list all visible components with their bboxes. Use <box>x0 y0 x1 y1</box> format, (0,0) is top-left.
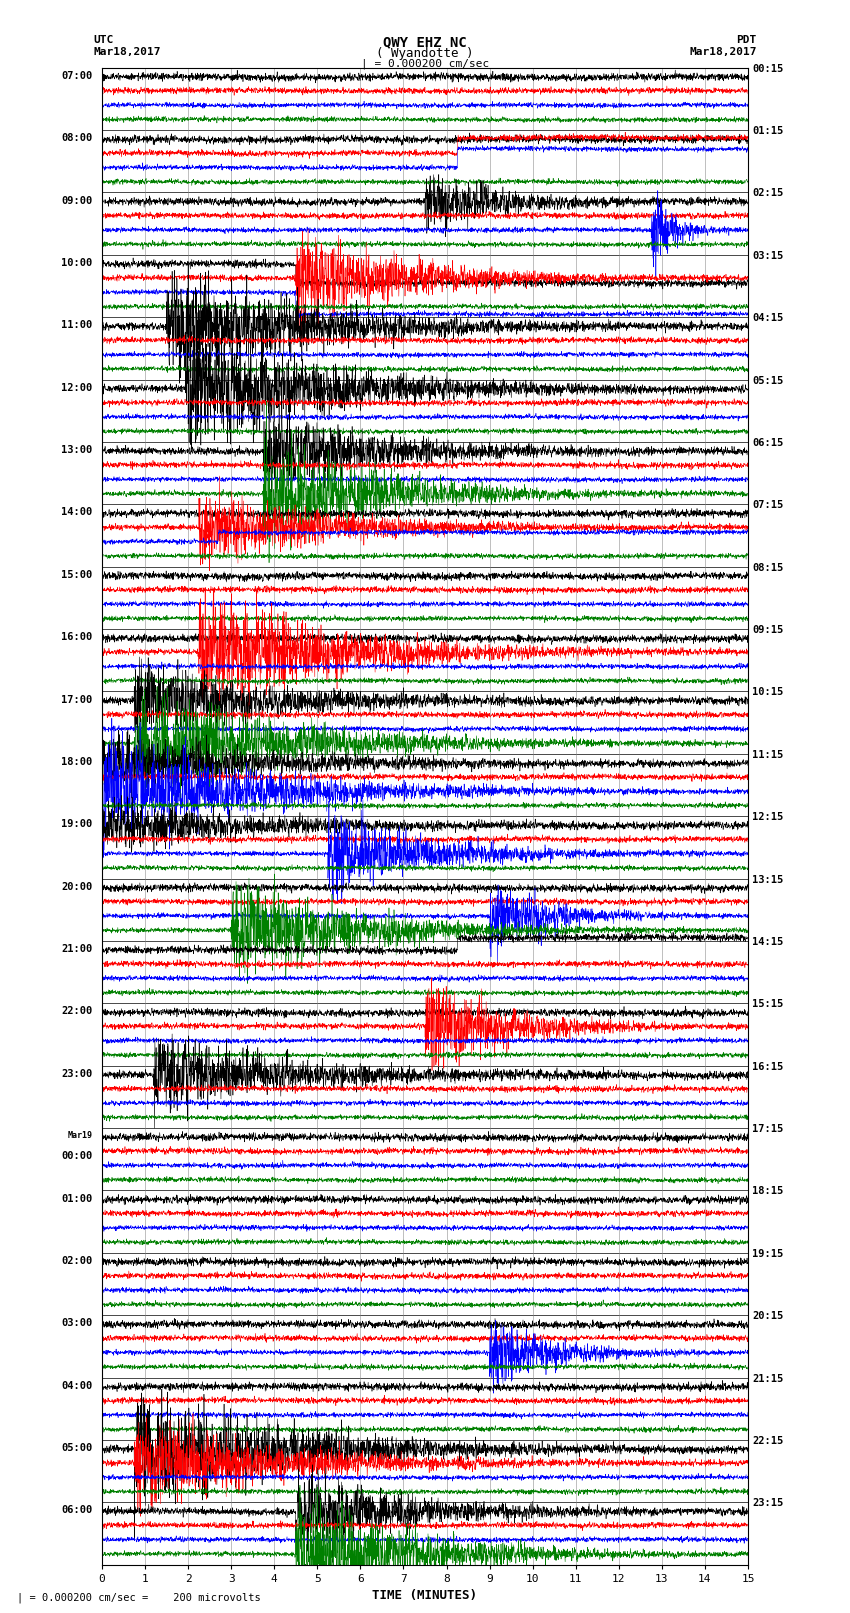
Text: QWY EHZ NC: QWY EHZ NC <box>383 35 467 50</box>
Text: 05:00: 05:00 <box>61 1444 93 1453</box>
Text: 14:00: 14:00 <box>61 508 93 518</box>
Text: UTC: UTC <box>94 35 114 45</box>
Text: PDT: PDT <box>736 35 756 45</box>
Text: 19:00: 19:00 <box>61 819 93 829</box>
Text: 17:00: 17:00 <box>61 695 93 705</box>
Text: 09:00: 09:00 <box>61 195 93 205</box>
Text: 22:00: 22:00 <box>61 1007 93 1016</box>
X-axis label: TIME (MINUTES): TIME (MINUTES) <box>372 1589 478 1602</box>
Text: 16:00: 16:00 <box>61 632 93 642</box>
Text: 00:00: 00:00 <box>61 1152 93 1161</box>
Text: 18:00: 18:00 <box>61 756 93 766</box>
Text: 12:00: 12:00 <box>61 382 93 392</box>
Text: 11:00: 11:00 <box>61 321 93 331</box>
Text: 15:00: 15:00 <box>61 569 93 579</box>
Text: 07:00: 07:00 <box>61 71 93 81</box>
Text: 10:00: 10:00 <box>61 258 93 268</box>
Text: 04:00: 04:00 <box>61 1381 93 1390</box>
Text: Mar18,2017: Mar18,2017 <box>689 47 756 56</box>
Text: | = 0.000200 cm/sec: | = 0.000200 cm/sec <box>361 58 489 69</box>
Text: 03:00: 03:00 <box>61 1318 93 1327</box>
Text: 06:00: 06:00 <box>61 1505 93 1515</box>
Text: 01:00: 01:00 <box>61 1194 93 1203</box>
Text: Mar18,2017: Mar18,2017 <box>94 47 161 56</box>
Text: 08:00: 08:00 <box>61 134 93 144</box>
Text: 20:00: 20:00 <box>61 882 93 892</box>
Text: 13:00: 13:00 <box>61 445 93 455</box>
Text: 23:00: 23:00 <box>61 1069 93 1079</box>
Text: Mar19: Mar19 <box>67 1131 93 1140</box>
Text: 21:00: 21:00 <box>61 944 93 953</box>
Text: | = 0.000200 cm/sec =    200 microvolts: | = 0.000200 cm/sec = 200 microvolts <box>17 1592 261 1603</box>
Text: 02:00: 02:00 <box>61 1257 93 1266</box>
Text: ( Wyandotte ): ( Wyandotte ) <box>377 47 473 60</box>
